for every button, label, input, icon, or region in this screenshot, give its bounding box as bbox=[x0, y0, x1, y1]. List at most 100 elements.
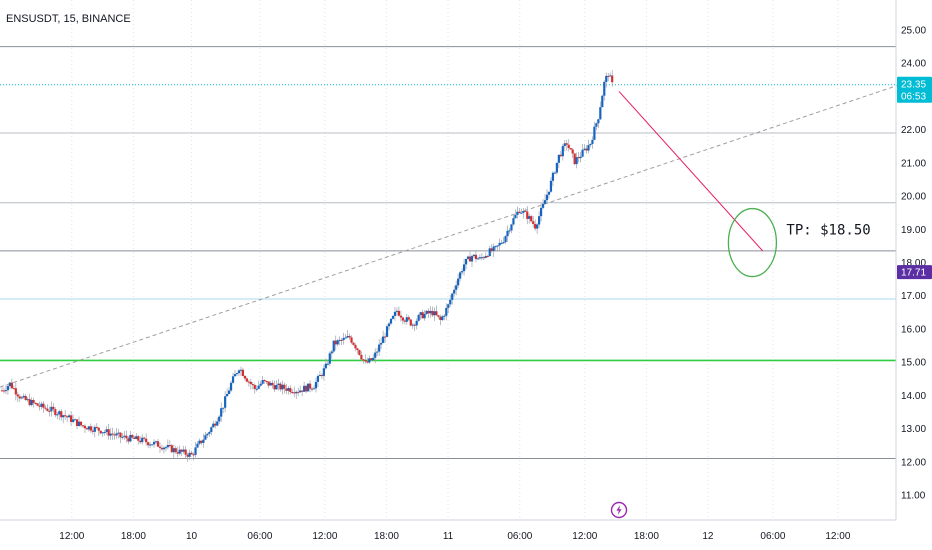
candle bbox=[316, 374, 320, 388]
price-tag: 17.71 bbox=[897, 265, 932, 280]
candle-body bbox=[97, 427, 100, 431]
candle-body bbox=[28, 399, 31, 406]
projection-line bbox=[618, 91, 764, 252]
candle-body bbox=[32, 400, 35, 403]
candle bbox=[569, 147, 572, 150]
candle bbox=[137, 435, 140, 445]
candle bbox=[267, 381, 270, 389]
candle bbox=[22, 393, 25, 399]
candle-body bbox=[433, 311, 436, 316]
candle bbox=[285, 383, 288, 395]
candle bbox=[354, 343, 357, 352]
candle bbox=[164, 445, 167, 452]
candle bbox=[295, 390, 298, 400]
candle-body bbox=[461, 271, 464, 273]
candle-body bbox=[455, 285, 458, 290]
candle bbox=[127, 436, 130, 445]
candle-body bbox=[16, 394, 19, 397]
candle bbox=[229, 380, 233, 393]
candle bbox=[310, 387, 314, 392]
candle-body bbox=[512, 218, 515, 225]
candle bbox=[415, 318, 418, 330]
candle-body bbox=[239, 369, 243, 371]
candle bbox=[504, 235, 507, 245]
candle-body bbox=[107, 429, 110, 436]
candle bbox=[417, 313, 420, 322]
price-tick-label: 19.00 bbox=[901, 225, 926, 236]
candle bbox=[322, 364, 325, 381]
candle-body bbox=[480, 257, 483, 259]
candle-body bbox=[259, 383, 262, 386]
candle-body bbox=[585, 148, 588, 151]
candle bbox=[466, 255, 470, 260]
price-tick-label: 13.00 bbox=[901, 424, 926, 435]
candle-body bbox=[413, 324, 416, 326]
price-axis[interactable]: 11.00 12.00 13.00 14.00 15.00 16.00 17.00 18.00… bbox=[901, 26, 926, 502]
lightning-icon[interactable] bbox=[610, 501, 628, 519]
candle bbox=[265, 380, 268, 384]
candle bbox=[409, 318, 412, 327]
candle-body bbox=[42, 403, 45, 408]
candle-body bbox=[522, 210, 525, 213]
candle-body bbox=[0, 390, 4, 392]
candle-body bbox=[269, 382, 272, 386]
candle-body bbox=[595, 123, 598, 127]
candle-body bbox=[263, 380, 266, 382]
candle bbox=[261, 375, 264, 385]
candle-body bbox=[545, 194, 549, 201]
price-tag-value: 17.71 bbox=[901, 268, 926, 279]
candle bbox=[328, 351, 331, 367]
candle-body bbox=[372, 357, 375, 361]
candle bbox=[235, 372, 239, 377]
candle-body bbox=[486, 255, 489, 257]
chart-title: ENSUSDT, 15, BINANCE bbox=[6, 13, 131, 25]
candle bbox=[172, 444, 175, 458]
candle bbox=[500, 239, 503, 245]
candle-body bbox=[101, 432, 104, 434]
candle-body bbox=[52, 406, 55, 410]
candle bbox=[557, 154, 560, 169]
candle-body bbox=[581, 149, 584, 157]
time-tick-label: 18:00 bbox=[121, 531, 146, 542]
candle bbox=[38, 401, 41, 411]
price-tick-label: 17.00 bbox=[901, 291, 926, 302]
candle bbox=[332, 340, 335, 354]
candle bbox=[393, 307, 397, 321]
candle bbox=[526, 206, 529, 225]
candle bbox=[585, 145, 588, 154]
candle-body bbox=[555, 162, 558, 173]
candle bbox=[293, 386, 296, 398]
candle-body bbox=[267, 381, 270, 386]
candle-body bbox=[538, 216, 541, 225]
candle bbox=[324, 358, 327, 370]
time-axis[interactable]: 12:00 18:00 10 06:00 12:00 18:00 11 06:00 12:00 1… bbox=[59, 531, 851, 542]
candle-body bbox=[117, 432, 120, 434]
candle bbox=[553, 171, 557, 174]
candle bbox=[603, 80, 606, 101]
candle bbox=[389, 318, 393, 325]
candle bbox=[0, 387, 4, 392]
candle bbox=[26, 397, 29, 403]
candle-body bbox=[141, 437, 144, 443]
candle bbox=[12, 385, 15, 390]
candle bbox=[378, 339, 381, 356]
candle bbox=[482, 255, 485, 261]
candle-body bbox=[218, 416, 221, 422]
candle bbox=[522, 208, 525, 219]
candle-body bbox=[338, 339, 341, 341]
candle-body bbox=[129, 434, 132, 442]
candle bbox=[299, 385, 302, 393]
price-tick-label: 24.00 bbox=[901, 59, 926, 70]
candle-body bbox=[174, 448, 177, 453]
candles bbox=[0, 70, 614, 462]
candle bbox=[368, 355, 371, 365]
candle bbox=[247, 379, 250, 387]
candle bbox=[10, 378, 13, 390]
candle-body bbox=[563, 143, 566, 147]
candle bbox=[488, 245, 491, 258]
candle-body bbox=[411, 324, 414, 326]
candle-body bbox=[389, 318, 393, 324]
candle-body bbox=[395, 310, 399, 312]
candle bbox=[340, 338, 343, 345]
